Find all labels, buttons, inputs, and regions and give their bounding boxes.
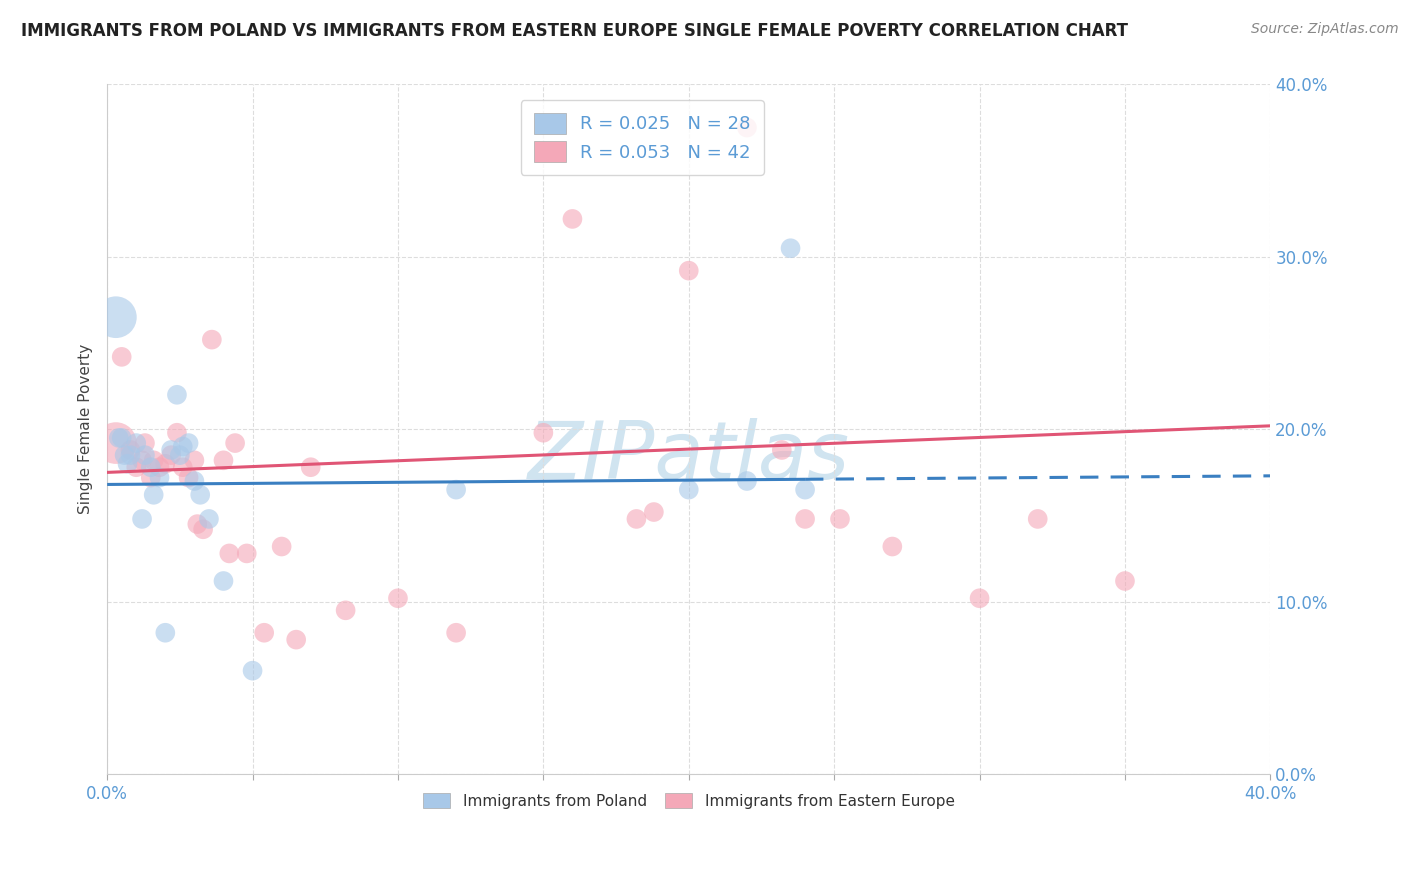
Point bbox=[166, 425, 188, 440]
Point bbox=[212, 574, 235, 588]
Point bbox=[285, 632, 308, 647]
Point bbox=[111, 350, 134, 364]
Point bbox=[678, 263, 700, 277]
Point bbox=[104, 310, 127, 325]
Point bbox=[169, 448, 191, 462]
Point bbox=[120, 442, 142, 457]
Point bbox=[160, 448, 183, 462]
Point bbox=[186, 517, 208, 532]
Point bbox=[183, 474, 205, 488]
Point bbox=[188, 488, 211, 502]
Point bbox=[794, 512, 817, 526]
Text: Source: ZipAtlas.com: Source: ZipAtlas.com bbox=[1251, 22, 1399, 37]
Point bbox=[142, 488, 165, 502]
Point bbox=[969, 591, 991, 606]
Point bbox=[735, 120, 758, 135]
Point bbox=[270, 540, 292, 554]
Point bbox=[191, 522, 214, 536]
Point bbox=[125, 436, 148, 450]
Point bbox=[198, 512, 221, 526]
Legend: Immigrants from Poland, Immigrants from Eastern Europe: Immigrants from Poland, Immigrants from … bbox=[416, 787, 960, 814]
Text: IMMIGRANTS FROM POLAND VS IMMIGRANTS FROM EASTERN EUROPE SINGLE FEMALE POVERTY C: IMMIGRANTS FROM POLAND VS IMMIGRANTS FRO… bbox=[21, 22, 1128, 40]
Point bbox=[770, 442, 793, 457]
Point bbox=[177, 436, 200, 450]
Point bbox=[114, 448, 136, 462]
Point bbox=[235, 546, 257, 560]
Point bbox=[120, 448, 142, 462]
Point bbox=[561, 211, 583, 226]
Point bbox=[678, 483, 700, 497]
Point bbox=[626, 512, 648, 526]
Point bbox=[142, 453, 165, 467]
Point bbox=[242, 664, 264, 678]
Point bbox=[131, 512, 153, 526]
Point bbox=[335, 603, 357, 617]
Point bbox=[155, 625, 177, 640]
Point bbox=[111, 431, 134, 445]
Point bbox=[125, 460, 148, 475]
Point bbox=[131, 453, 153, 467]
Point bbox=[172, 440, 194, 454]
Point bbox=[299, 460, 322, 475]
Point bbox=[444, 483, 467, 497]
Point bbox=[148, 460, 170, 475]
Point bbox=[160, 442, 183, 457]
Point bbox=[735, 474, 758, 488]
Text: ZIPatlas: ZIPatlas bbox=[527, 417, 849, 496]
Y-axis label: Single Female Poverty: Single Female Poverty bbox=[79, 344, 93, 515]
Point bbox=[882, 540, 904, 554]
Point bbox=[444, 625, 467, 640]
Point bbox=[104, 436, 127, 450]
Point bbox=[201, 333, 224, 347]
Point bbox=[1026, 512, 1049, 526]
Point bbox=[177, 470, 200, 484]
Point bbox=[531, 425, 554, 440]
Point bbox=[212, 453, 235, 467]
Point bbox=[218, 546, 240, 560]
Point bbox=[387, 591, 409, 606]
Point bbox=[107, 431, 129, 445]
Point bbox=[117, 457, 139, 471]
Point bbox=[155, 457, 177, 471]
Point bbox=[794, 483, 817, 497]
Point bbox=[1114, 574, 1136, 588]
Point bbox=[779, 241, 801, 255]
Point bbox=[224, 436, 246, 450]
Point bbox=[643, 505, 665, 519]
Point bbox=[166, 388, 188, 402]
Point bbox=[172, 460, 194, 475]
Point bbox=[828, 512, 851, 526]
Point bbox=[148, 470, 170, 484]
Point bbox=[139, 460, 162, 475]
Point bbox=[253, 625, 276, 640]
Point bbox=[139, 470, 162, 484]
Point bbox=[183, 453, 205, 467]
Point bbox=[134, 448, 156, 462]
Point bbox=[134, 436, 156, 450]
